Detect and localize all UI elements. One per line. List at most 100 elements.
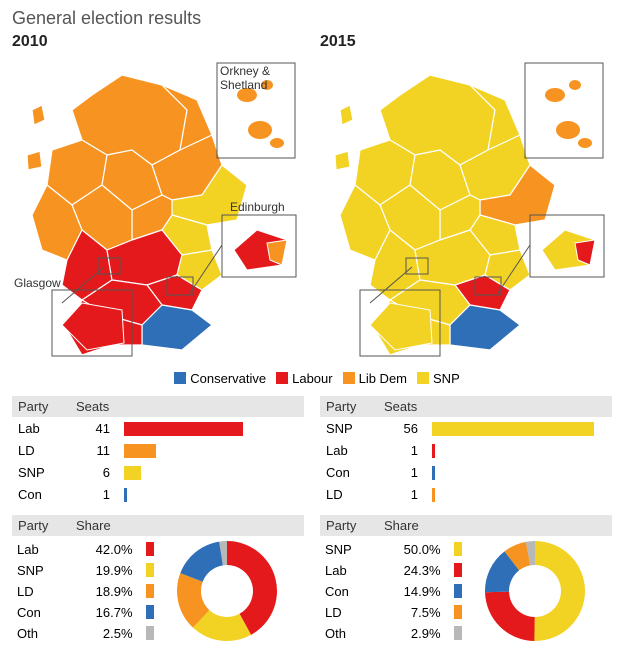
seats-bar <box>124 420 298 436</box>
share-row: Con 14.9% <box>320 581 470 602</box>
share-swatch <box>146 605 154 619</box>
seats-bar <box>432 420 606 436</box>
seats-row: Con 1 <box>320 461 612 483</box>
share-row: Lab 42.0% <box>12 539 162 560</box>
legend-label: Labour <box>292 371 332 386</box>
share-columns: PartyShare Lab 42.0% SNP 19.9% LD 18.9% … <box>12 515 612 646</box>
party-cell: Con <box>12 483 70 505</box>
party-cell: Lab <box>320 560 389 581</box>
seats-row: SNP 56 <box>320 417 612 439</box>
scotland-map: Orkney &Shetland Edinburgh Glasgow <box>12 55 304 365</box>
party-cell: LD <box>320 602 389 623</box>
share-value: 14.9% <box>389 581 448 602</box>
seats-value: 1 <box>378 439 426 461</box>
svg-text:Edinburgh: Edinburgh <box>230 200 285 214</box>
legend-swatch <box>343 372 355 384</box>
seats-bar <box>124 486 298 502</box>
party-cell: SNP <box>320 539 389 560</box>
seats-header: PartySeats <box>12 396 304 417</box>
share-header-table: PartyShare <box>12 515 304 536</box>
share-value: 16.7% <box>81 602 140 623</box>
share-value: 19.9% <box>81 560 140 581</box>
seats-value: 6 <box>70 461 118 483</box>
seats-value: 1 <box>378 461 426 483</box>
share-value: 7.5% <box>389 602 448 623</box>
seats-row: SNP 6 <box>12 461 304 483</box>
share-swatch <box>454 584 462 598</box>
share-row: LD 18.9% <box>12 581 162 602</box>
party-cell: Oth <box>320 623 389 644</box>
share-value: 18.9% <box>81 581 140 602</box>
share-value: 2.9% <box>389 623 448 644</box>
legend-swatch <box>276 372 288 384</box>
share-swatch <box>454 605 462 619</box>
page-title: General election results <box>12 8 612 29</box>
share-swatch <box>146 542 154 556</box>
seats-bar <box>432 464 606 480</box>
share-row: Con 16.7% <box>12 602 162 623</box>
seats-value: 56 <box>378 417 426 439</box>
year-columns: 2010 Orkney &Shetland Edinburgh Glasgow 201… <box>12 33 612 365</box>
share-swatch <box>454 626 462 640</box>
party-cell: SNP <box>320 417 378 439</box>
share-value: 2.5% <box>81 623 140 644</box>
seats-table: PartySeats SNP 56 Lab 1 Con 1 LD 1 <box>320 396 612 505</box>
seats-columns: PartySeats Lab 41 LD 11 SNP 6 Con 1 Part… <box>12 396 612 505</box>
legend-label: Conservative <box>190 371 266 386</box>
year-label: 2010 <box>12 33 304 51</box>
share-donut <box>172 536 282 646</box>
share-swatch <box>146 584 154 598</box>
share-row: Oth 2.5% <box>12 623 162 644</box>
seats-row: Lab 1 <box>320 439 612 461</box>
svg-text:Orkney &: Orkney & <box>220 64 270 78</box>
share-row: LD 7.5% <box>320 602 470 623</box>
party-cell: Con <box>320 461 378 483</box>
seats-value: 1 <box>70 483 118 505</box>
seats-row: LD 1 <box>320 483 612 505</box>
seats-bar <box>124 464 298 480</box>
party-cell: LD <box>320 483 378 505</box>
party-cell: Con <box>12 602 81 623</box>
seats-row: LD 11 <box>12 439 304 461</box>
party-cell: LD <box>12 439 70 461</box>
legend-swatch <box>417 372 429 384</box>
share-header-table: PartyShare <box>320 515 612 536</box>
seats-bar <box>124 442 298 458</box>
share-swatch <box>146 626 154 640</box>
share-row: Lab 24.3% <box>320 560 470 581</box>
svg-text:Shetland: Shetland <box>220 78 267 92</box>
share-value: 42.0% <box>81 539 140 560</box>
share-donut <box>480 536 590 646</box>
share-value: 24.3% <box>389 560 448 581</box>
share-row: SNP 19.9% <box>12 560 162 581</box>
party-cell: Lab <box>12 539 81 560</box>
party-cell: Oth <box>12 623 81 644</box>
party-cell: SNP <box>12 461 70 483</box>
share-swatch <box>454 542 462 556</box>
share-table: Lab 42.0% SNP 19.9% LD 18.9% Con 16.7% O… <box>12 539 162 644</box>
scotland-map <box>320 55 612 365</box>
party-cell: Con <box>320 581 389 602</box>
party-cell: LD <box>12 581 81 602</box>
party-cell: Lab <box>320 439 378 461</box>
seats-row: Lab 41 <box>12 417 304 439</box>
legend-label: SNP <box>433 371 460 386</box>
party-cell: SNP <box>12 560 81 581</box>
year-label: 2015 <box>320 33 612 51</box>
seats-header: PartySeats <box>320 396 612 417</box>
share-table: SNP 50.0% Lab 24.3% Con 14.9% LD 7.5% Ot… <box>320 539 470 644</box>
svg-text:Glasgow: Glasgow <box>14 276 61 290</box>
party-legend: ConservativeLabourLib DemSNP <box>12 371 612 386</box>
seats-table: PartySeats Lab 41 LD 11 SNP 6 Con 1 <box>12 396 304 505</box>
seats-value: 11 <box>70 439 118 461</box>
seats-row: Con 1 <box>12 483 304 505</box>
share-swatch <box>146 563 154 577</box>
seats-value: 1 <box>378 483 426 505</box>
share-row: Oth 2.9% <box>320 623 470 644</box>
party-cell: Lab <box>12 417 70 439</box>
share-row: SNP 50.0% <box>320 539 470 560</box>
share-value: 50.0% <box>389 539 448 560</box>
legend-swatch <box>174 372 186 384</box>
seats-bar <box>432 442 606 458</box>
share-swatch <box>454 563 462 577</box>
